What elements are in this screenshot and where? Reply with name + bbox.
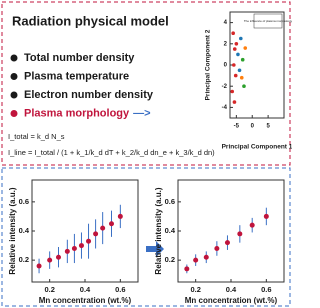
page: Radiation physical model I_total = k_d N… (0, 0, 320, 308)
data-point (109, 221, 114, 226)
data-point (56, 255, 61, 260)
data-point (238, 69, 242, 73)
data-point (193, 258, 198, 263)
x-tick-label: 5 (266, 124, 270, 130)
x-tick-label: 0 (251, 124, 255, 130)
y-tick-label: -2 (222, 84, 228, 90)
bullet-dot (11, 110, 18, 117)
figure: Radiation physical model I_total = k_d N… (0, 0, 292, 308)
y-tick-label: 2 (224, 41, 228, 47)
data-point (235, 42, 239, 46)
bullet-dot (11, 73, 18, 80)
bullet-text: Plasma morphology (24, 107, 130, 119)
formula: I_total = k_d N_s (8, 132, 65, 141)
data-point (184, 266, 189, 271)
model-title: Radiation physical model (12, 13, 169, 28)
y-tick-label: 0.6 (19, 197, 29, 206)
x-axis-label: Principal Component 1 (222, 144, 292, 151)
plot-frame (32, 180, 138, 282)
bullet-text: Electron number density (24, 89, 154, 101)
x-axis-label: Mn concentration (wt.%) (39, 296, 132, 305)
bullet-arrow: —> (133, 107, 150, 119)
data-point (241, 58, 245, 62)
data-point (230, 90, 234, 94)
y-tick-label: 0.2 (165, 255, 175, 264)
y-tick-label: 0.4 (19, 226, 30, 235)
x-tick-label: 0.2 (190, 285, 200, 294)
y-tick-label: 4 (224, 20, 228, 26)
data-point (233, 100, 237, 104)
data-point (239, 37, 243, 41)
data-point (250, 223, 255, 228)
data-point (237, 231, 242, 236)
annotation: The influence of plasma morphology (244, 19, 292, 23)
x-tick-label: 0.2 (44, 285, 54, 294)
y-axis-label: Relative intensity (a.u.) (8, 187, 17, 274)
y-tick-label: 0.2 (19, 255, 29, 264)
x-tick-label: 0.6 (115, 285, 125, 294)
bullet-dot (11, 55, 18, 62)
plot-frame (178, 180, 284, 282)
data-point (204, 255, 209, 260)
data-point (93, 231, 98, 236)
data-point (233, 47, 237, 51)
data-point (236, 53, 240, 57)
x-tick-label: -5 (234, 124, 240, 130)
x-tick-label: 0.6 (261, 285, 271, 294)
data-point (47, 258, 52, 263)
data-point (86, 239, 91, 244)
data-point (264, 214, 269, 219)
data-point (37, 263, 42, 268)
data-point (100, 226, 105, 231)
data-point (79, 243, 84, 248)
y-tick-label: 0 (224, 63, 228, 69)
data-point (234, 74, 238, 78)
y-axis-label: Relative intensity (a.u.) (154, 187, 163, 274)
bullet-dot (11, 92, 18, 99)
formula: I_line = I_total / (1 + k_1/k_d dT + k_2… (8, 148, 215, 157)
data-point (225, 240, 230, 245)
data-point (65, 249, 70, 254)
bullet-text: Total number density (24, 52, 135, 64)
x-tick-label: 0.4 (226, 285, 237, 294)
data-point (242, 84, 246, 88)
data-point (232, 63, 236, 67)
data-point (243, 46, 247, 50)
bullet-text: Plasma temperature (24, 70, 129, 82)
data-point (118, 214, 123, 219)
data-point (240, 76, 244, 80)
y-tick-label: 0.6 (165, 197, 175, 206)
x-tick-label: 0.4 (80, 285, 91, 294)
y-tick-label: -4 (222, 105, 228, 111)
data-point (72, 246, 77, 251)
data-point (214, 246, 219, 251)
y-tick-label: 0.4 (165, 226, 176, 235)
x-axis-label: Mn concentration (wt.%) (185, 296, 278, 305)
y-axis-label: Principal Component 2 (205, 29, 212, 100)
data-point (231, 31, 235, 35)
